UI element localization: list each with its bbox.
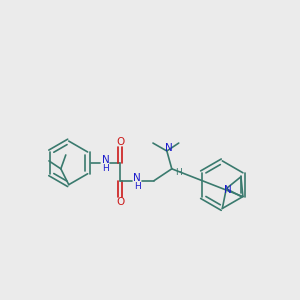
Text: N: N: [224, 184, 232, 195]
Text: O: O: [116, 196, 124, 206]
Text: H: H: [134, 182, 140, 191]
Text: N: N: [101, 155, 109, 165]
Text: O: O: [116, 137, 124, 147]
Text: N: N: [165, 143, 173, 153]
Text: N: N: [133, 173, 141, 183]
Text: H: H: [176, 168, 182, 177]
Text: H: H: [102, 164, 109, 173]
